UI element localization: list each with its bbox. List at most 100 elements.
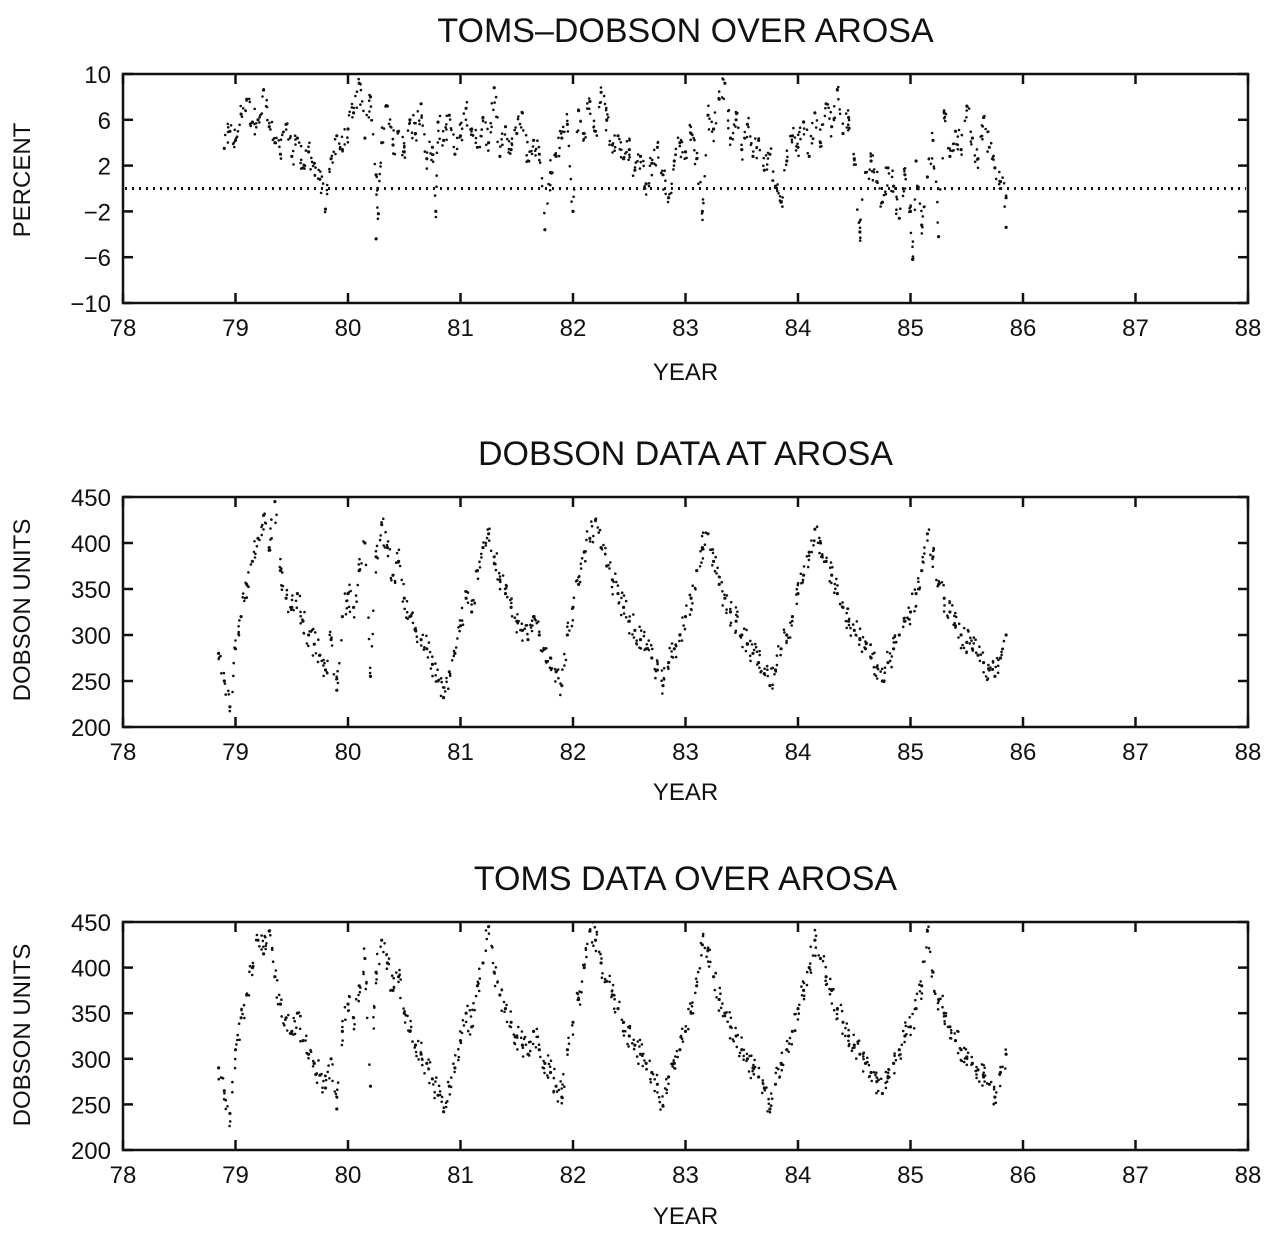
data-point <box>270 518 273 521</box>
data-point <box>807 154 811 158</box>
data-point <box>920 232 924 235</box>
data-point <box>710 548 714 551</box>
data-point <box>921 215 925 218</box>
data-point <box>665 1091 668 1095</box>
data-point <box>628 1026 632 1030</box>
data-point <box>418 122 421 126</box>
data-point <box>860 198 864 201</box>
data-point <box>813 527 817 531</box>
data-point <box>592 944 595 947</box>
data-point <box>503 592 508 596</box>
data-point <box>981 651 985 654</box>
data-point <box>498 154 502 158</box>
data-point <box>875 677 879 680</box>
data-point <box>671 1065 674 1068</box>
data-point <box>978 659 982 663</box>
data-point <box>829 977 832 981</box>
data-point <box>348 610 352 614</box>
data-point <box>657 156 660 159</box>
data-point <box>847 623 851 627</box>
data-point <box>314 166 317 169</box>
data-point <box>642 1052 645 1056</box>
data-point <box>355 600 358 603</box>
data-point <box>381 141 385 144</box>
data-point <box>883 666 887 669</box>
data-point <box>930 157 934 160</box>
data-point <box>771 687 774 690</box>
data-point <box>550 667 554 670</box>
data-point <box>510 601 513 605</box>
data-point <box>943 119 947 123</box>
data-point <box>255 933 259 937</box>
data-point <box>554 680 557 683</box>
data-point <box>920 223 924 227</box>
data-point <box>411 621 415 625</box>
data-point <box>736 615 739 618</box>
data-point <box>503 1007 508 1011</box>
data-point <box>440 1095 444 1099</box>
data-point <box>524 133 528 137</box>
data-point <box>706 532 710 536</box>
data-point <box>500 988 504 991</box>
data-point <box>674 1055 677 1058</box>
data-point <box>755 663 759 666</box>
data-point <box>489 131 493 134</box>
data-point <box>956 1051 960 1055</box>
data-point <box>996 664 1000 668</box>
data-point <box>903 1040 906 1044</box>
data-point <box>294 599 298 603</box>
data-point <box>311 1059 315 1063</box>
data-point <box>558 146 561 150</box>
data-point <box>694 588 697 591</box>
data-point <box>466 1004 469 1008</box>
data-point <box>970 639 973 642</box>
data-point <box>620 596 623 600</box>
data-point <box>631 1042 634 1045</box>
data-point <box>365 1016 369 1020</box>
data-point <box>409 1019 412 1023</box>
data-point <box>793 136 797 139</box>
data-point <box>431 160 435 163</box>
data-point <box>989 666 992 669</box>
data-point <box>275 996 279 999</box>
data-point <box>435 174 439 177</box>
data-point <box>494 568 498 572</box>
data-point <box>559 1080 562 1083</box>
data-point <box>448 1093 452 1096</box>
data-point <box>853 158 856 162</box>
data-point <box>684 1025 688 1028</box>
data-point <box>904 1024 908 1028</box>
data-series-1 <box>217 921 1008 1128</box>
data-point <box>869 1070 873 1075</box>
x-tick-label: 88 <box>1235 315 1262 342</box>
data-point <box>226 122 230 126</box>
data-point <box>904 1021 907 1024</box>
data-point <box>805 983 809 987</box>
data-point <box>293 1019 297 1023</box>
data-point <box>268 929 272 932</box>
data-point <box>261 939 265 943</box>
data-point <box>997 182 1001 186</box>
data-point <box>701 531 705 534</box>
data-point <box>597 531 600 534</box>
data-point <box>608 980 611 984</box>
data-point <box>783 169 786 172</box>
data-point <box>241 592 245 595</box>
data-point <box>905 1033 908 1036</box>
data-point <box>691 584 694 587</box>
data-point <box>340 1043 344 1047</box>
data-point <box>475 984 479 988</box>
data-point <box>664 179 667 182</box>
data-point <box>521 639 524 642</box>
data-point <box>932 546 935 550</box>
data-point <box>835 87 839 91</box>
data-point <box>628 153 631 157</box>
data-point <box>714 122 718 125</box>
data-point <box>539 1055 542 1059</box>
data-point <box>470 130 473 133</box>
data-point <box>755 146 758 150</box>
data-point <box>536 139 539 142</box>
data-point <box>679 155 683 159</box>
data-point <box>612 580 615 584</box>
data-point <box>552 1090 555 1094</box>
